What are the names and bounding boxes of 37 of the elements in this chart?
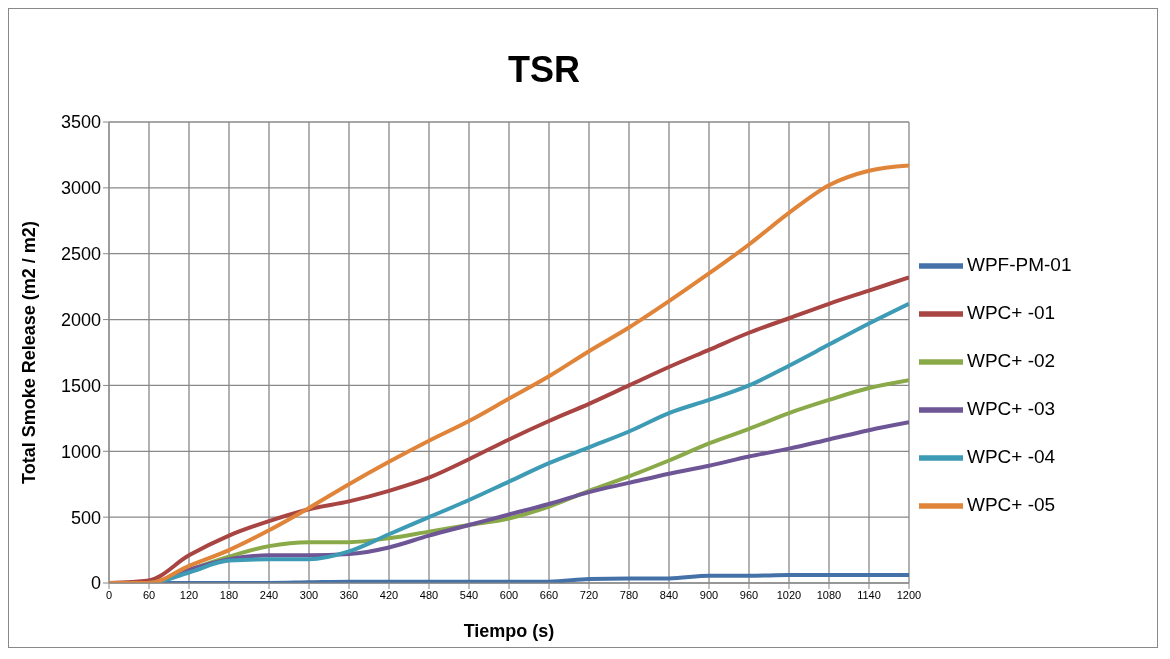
legend-label: WPC+ -03 (967, 398, 1056, 419)
x-tick-label: 1200 (896, 588, 922, 601)
x-tick-label: 600 (499, 588, 519, 601)
x-tick-label: 420 (379, 588, 399, 601)
x-tick-label: 240 (259, 588, 279, 601)
y-tick-label: 1000 (60, 441, 101, 462)
x-tick-label: 120 (179, 588, 199, 601)
legend-label: WPC+ -01 (967, 302, 1056, 323)
x-tick-label: 1020 (776, 588, 802, 601)
chart-title: TSR (507, 49, 581, 91)
x-tick-label: 720 (579, 588, 599, 601)
x-tick-label: 960 (739, 588, 759, 601)
y-tick-label: 2000 (60, 309, 101, 330)
x-tick-label: 1080 (816, 588, 842, 601)
x-tick-label: 840 (659, 588, 679, 601)
x-axis-title: Tiempo (s) (463, 621, 555, 641)
x-tick-label: 300 (299, 588, 319, 601)
x-tick-label: 900 (699, 588, 719, 601)
x-tick-label: 540 (459, 588, 479, 601)
legend-label: WPC+ -04 (967, 446, 1056, 467)
legend-label: WPC+ -02 (967, 350, 1056, 371)
x-tick-label: 180 (219, 588, 239, 601)
x-tick-label: 480 (419, 588, 439, 601)
y-tick-label: 3000 (60, 178, 101, 199)
x-tick-label: 1140 (857, 588, 881, 601)
y-tick-label: 3500 (60, 112, 101, 133)
legend-label: WPF-PM-01 (967, 254, 1072, 275)
x-tick-label: 0 (105, 588, 113, 601)
y-tick-label: 2500 (60, 244, 101, 265)
x-tick-label: 60 (142, 588, 156, 601)
y-tick-label: 500 (70, 507, 101, 528)
x-tick-label: 660 (539, 588, 559, 601)
y-tick-label: 1500 (60, 375, 101, 396)
y-axis-title: Total Smoke Release (m2 / m2) (19, 221, 40, 484)
legend-label: WPC+ -05 (967, 494, 1056, 515)
x-tick-label: 360 (339, 588, 359, 601)
x-tick-label: 780 (619, 588, 639, 601)
